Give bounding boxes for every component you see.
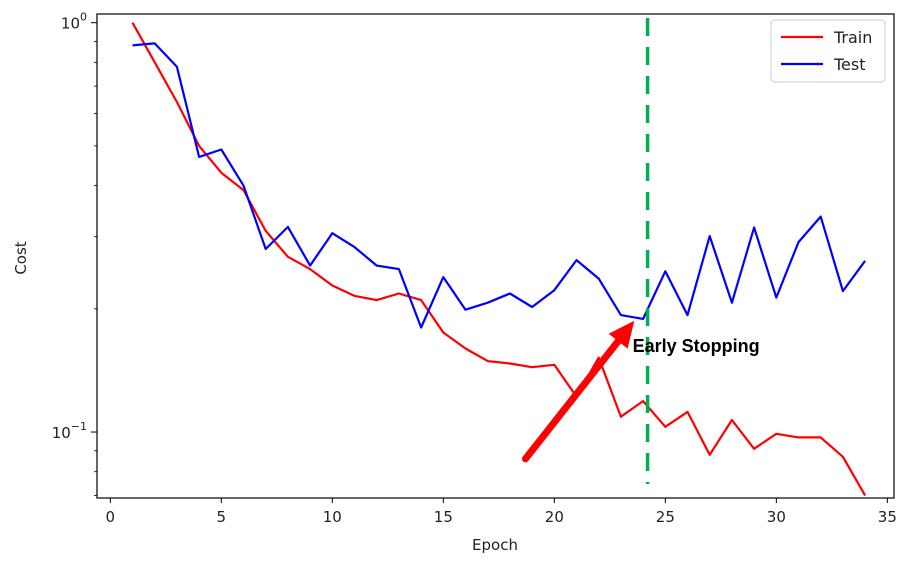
y-axis-label: Cost [12, 241, 30, 274]
x-tick-label: 30 [767, 508, 786, 526]
legend-box [770, 19, 886, 83]
x-tick-label: 10 [323, 508, 342, 526]
x-tick-label: 35 [878, 508, 897, 526]
series-train-line [131, 22, 867, 496]
y-tick-label: 10−1 [52, 420, 87, 442]
early-stop-arrow-head [608, 320, 635, 349]
legend-label-test: Test [833, 55, 866, 74]
legend: Train Test [770, 19, 886, 83]
early-stop-label: Early Stopping [633, 336, 760, 356]
x-tick-label: 5 [217, 508, 227, 526]
legend-label-train: Train [833, 28, 872, 47]
x-axis-label: Epoch [472, 536, 518, 554]
x-tick-label: 25 [656, 508, 675, 526]
y-tick-label: 100 [61, 11, 87, 33]
series-layer [131, 22, 867, 496]
y-tick-base: 10 [52, 424, 71, 442]
y-tick-exponent: −1 [71, 420, 87, 433]
x-axis: 0 5 10 15 20 25 30 35 [106, 498, 897, 526]
annotation-layer: Early Stopping [521, 18, 760, 484]
x-tick-label: 20 [545, 508, 564, 526]
x-tick-label: 15 [434, 508, 453, 526]
plot-background [97, 14, 894, 498]
y-tick-base: 10 [61, 15, 80, 33]
series-test-line [132, 42, 866, 329]
y-tick-exponent: 0 [80, 11, 87, 24]
x-tick-label: 0 [106, 508, 116, 526]
early-stop-arrow-shaft [521, 337, 622, 463]
plot-frame [96, 13, 895, 499]
